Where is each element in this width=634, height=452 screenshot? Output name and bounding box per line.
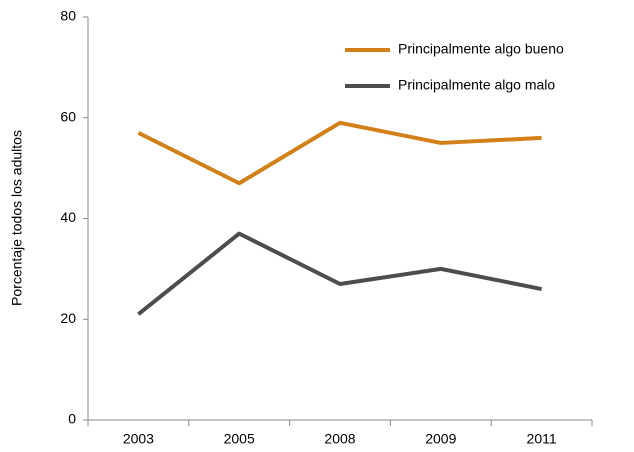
legend-label: Principalmente algo malo bbox=[398, 77, 555, 93]
series-line bbox=[137, 120, 542, 186]
y-tick-label: 60 bbox=[60, 108, 76, 124]
legend-label: Principalmente algo bueno bbox=[398, 41, 564, 57]
x-tick-label: 2008 bbox=[324, 431, 355, 447]
y-tick-label: 20 bbox=[60, 310, 76, 326]
x-tick-label: 2009 bbox=[425, 431, 456, 447]
y-tick-label: 40 bbox=[60, 209, 76, 225]
y-tick-label: 80 bbox=[60, 8, 76, 24]
x-tick-label: 2005 bbox=[224, 431, 255, 447]
series-line bbox=[137, 231, 542, 316]
x-tick-label: 2011 bbox=[527, 431, 557, 447]
y-axis-label: Porcentaje todos los adultos bbox=[9, 130, 25, 306]
y-tick-label: 0 bbox=[68, 411, 76, 427]
x-tick-label: 2003 bbox=[123, 431, 154, 447]
